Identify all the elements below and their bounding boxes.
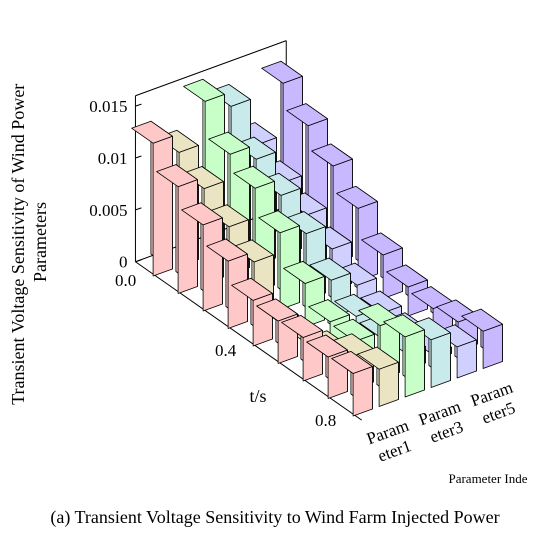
base-left-edge [135,261,362,421]
bar-top-face [286,103,328,127]
bar-top-face [183,78,225,102]
bar-top-face [258,210,300,234]
bar-Parameter1-t0.3 [206,238,248,329]
z-tick-label: 0 [119,253,128,272]
z-tick-mark [135,207,142,211]
t-tick-label: 0.8 [315,411,336,430]
bar-top-face [208,131,250,155]
bar-Parameter1-t0.8 [331,350,373,417]
bar-front-face [152,135,173,277]
bar-top-face [309,257,351,281]
t-tick-label: 0.4 [215,341,237,360]
bar-top-face [331,350,373,374]
bar-Parameter1-t0.2 [181,202,223,312]
bar-front-face [430,332,451,388]
bar-top-face [308,299,350,323]
bars [131,60,503,417]
z-tick-mark [135,155,142,159]
bar-top-face [306,334,348,358]
bar-top-face [131,120,173,144]
bar-top-face [283,260,325,284]
z-tick-mark [135,103,142,107]
bar-top-face [281,314,323,338]
bar-top-face [256,298,298,322]
bar-Parameter3-t0.8 [383,314,425,398]
z-tick-label: 0.005 [89,201,127,220]
z-tick-label: 0.015 [89,97,127,116]
bar-Parameter2-t0.8 [357,346,399,407]
t-tick-label: 0.0 [115,271,136,290]
bar-Parameter4-t0.8 [409,317,451,388]
bar-top-face [386,264,428,288]
z-tick-mark [135,259,142,263]
bar-top-face [361,232,403,256]
bar-top-face [261,60,303,84]
bar-top-face [357,346,399,370]
bar-front-face [177,179,198,294]
bar-top-face [156,164,198,188]
bar-top-face [461,308,503,332]
z-axis-label-line2: Parameters [30,202,50,282]
bar-front-face [352,366,373,417]
figure-caption: (a) Transient Voltage Sensitivity to Win… [50,507,500,527]
parameter-axis-label: Parameter Inde [448,471,527,486]
bar-top-face [181,202,223,226]
z-tick-label: 0.01 [98,149,128,168]
bar-top-face [231,277,273,301]
bar-Parameter4-t0.4 [309,257,351,318]
bar-top-face [383,314,425,338]
bar-front-face [202,217,223,312]
bar-front-face [482,323,503,369]
bar-front-face [404,329,425,398]
z-axis-label: Transient Voltage Sensitivity of Wind Po… [8,79,50,405]
bar-top-face [206,238,248,262]
bar-top-face [311,143,353,167]
bar-Parameter1-t0 [131,120,173,277]
top-back-edge [135,40,287,97]
bar-top-face [233,165,275,189]
t-axis-label: t/s [249,386,266,406]
bar-front-face [378,361,399,407]
z-axis-label-line1: Transient Voltage Sensitivity of Wind Po… [8,84,28,405]
bar-Parameter6-t0.8 [461,308,503,369]
bar-Parameter1-t0.6 [281,314,323,382]
bar-top-face [336,185,378,209]
